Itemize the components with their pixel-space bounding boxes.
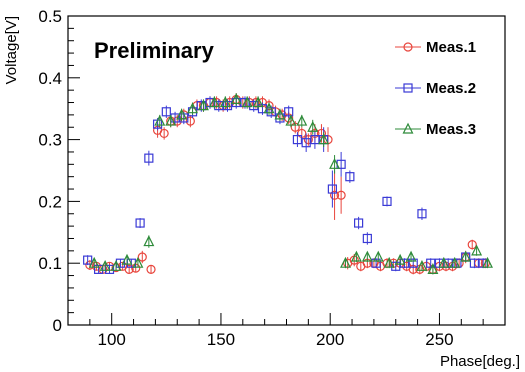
x-tick-label: 200: [316, 330, 344, 349]
x-tick-label: 250: [425, 330, 453, 349]
data-point: [417, 209, 427, 219]
data-point: [292, 135, 303, 145]
data-point: [230, 93, 242, 105]
data-point: [132, 256, 144, 268]
y-tick-label: 0.3: [38, 131, 62, 150]
data-point: [187, 102, 199, 114]
data-point: [469, 258, 480, 268]
data-point: [124, 264, 134, 274]
legend-entry: Meas.2: [395, 80, 476, 97]
data-point: [143, 235, 155, 247]
data-point: [350, 250, 362, 262]
data-point: [263, 102, 275, 114]
data-point: [176, 108, 188, 120]
legend-marker: [402, 122, 414, 134]
data-point: [197, 99, 209, 111]
data-point: [301, 138, 311, 148]
data-point: [345, 172, 355, 182]
x-axis-title: Phase[deg.]: [440, 353, 520, 370]
y-tick-label: 0.4: [38, 69, 62, 88]
y-tick-label: 0.2: [38, 192, 62, 211]
series-layer: [83, 93, 493, 275]
data-point: [362, 233, 372, 244]
data-point: [303, 135, 313, 145]
data-point: [137, 252, 147, 262]
legend-entry: Meas.3: [395, 121, 476, 138]
y-tick-label: 0.5: [38, 7, 62, 26]
data-point: [154, 114, 166, 126]
data-point: [110, 259, 122, 271]
data-point: [438, 256, 450, 268]
data-point: [426, 258, 436, 268]
data-point: [372, 250, 384, 262]
data-point: [416, 259, 428, 271]
legend: Meas.1 Meas.2 Meas.3: [395, 39, 476, 138]
legend-label: Meas.2: [426, 80, 476, 97]
y-tick-label: 0: [53, 316, 62, 335]
data-point: [361, 250, 373, 262]
data-point: [354, 218, 364, 228]
preliminary-annotation: Preliminary: [94, 38, 215, 63]
data-point: [93, 264, 104, 274]
data-point: [340, 256, 351, 268]
data-point: [161, 107, 171, 117]
data-point: [219, 96, 231, 108]
data-point: [144, 153, 154, 163]
data-point: [83, 255, 93, 265]
data-point: [482, 256, 493, 268]
data-point: [405, 250, 417, 262]
data-point: [99, 259, 111, 271]
data-point: [336, 190, 346, 200]
data-point: [285, 114, 297, 126]
data-point: [427, 263, 439, 274]
legend-label: Meas.1: [426, 39, 476, 56]
data-point: [382, 196, 392, 206]
data-point: [165, 114, 177, 126]
legend-label: Meas.3: [426, 121, 476, 138]
data-point: [159, 128, 169, 139]
data-point: [383, 256, 395, 268]
data-point: [408, 258, 418, 268]
data-point: [394, 253, 406, 265]
x-tick-label: 150: [207, 330, 235, 349]
legend-marker: [403, 42, 413, 52]
data-point: [208, 96, 220, 108]
data-point: [329, 190, 340, 200]
data-point: [327, 184, 337, 194]
data-point: [391, 261, 401, 271]
data-point: [121, 253, 133, 265]
series-meas-3: [88, 93, 493, 275]
data-point: [307, 120, 319, 132]
data-point: [296, 114, 308, 126]
data-point: [146, 264, 156, 274]
legend-marker: [403, 83, 413, 93]
data-point: [471, 244, 483, 256]
data-point: [318, 133, 330, 145]
data-point: [135, 218, 145, 228]
ticks-layer: 100 150 200 250 0 0.1 0.2 0.3 0.4 0.5: [38, 7, 506, 349]
data-point: [316, 128, 327, 139]
y-axis-title: Voltage[V]: [3, 16, 20, 84]
x-tick-label: 100: [98, 330, 126, 349]
data-point: [467, 240, 477, 250]
data-point: [449, 256, 461, 268]
data-point: [88, 256, 100, 268]
data-point: [460, 250, 472, 262]
data-point: [241, 96, 253, 108]
data-point: [252, 96, 264, 108]
data-point: [329, 157, 341, 169]
data-point: [284, 107, 294, 117]
y-tick-label: 0.1: [38, 254, 62, 273]
data-point: [310, 135, 320, 145]
legend-entry: Meas.1: [395, 39, 476, 56]
data-point: [185, 116, 195, 126]
data-point: [371, 258, 381, 268]
data-point: [274, 108, 286, 120]
